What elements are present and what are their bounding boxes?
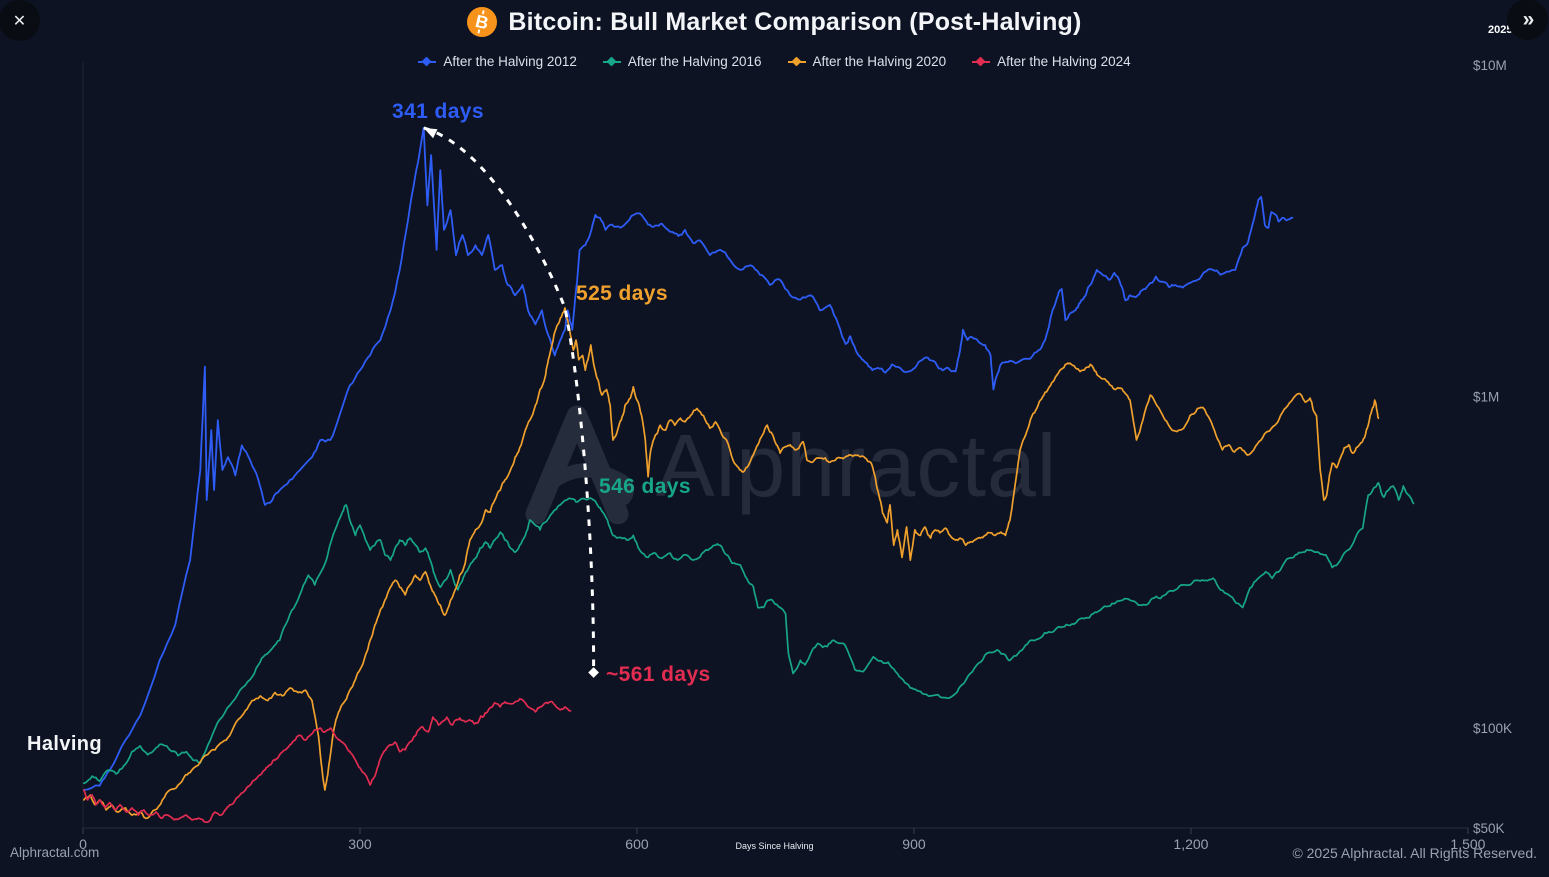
x-axis-title: Days Since Halving (735, 841, 814, 851)
svg-text:900: 900 (902, 836, 926, 852)
close-icon: ✕ (12, 12, 27, 30)
legend-label: After the Halving 2012 (443, 54, 577, 69)
svg-text:$1M: $1M (1473, 390, 1499, 405)
next-button[interactable]: » (1507, 0, 1548, 40)
svg-text:$50K: $50K (1473, 821, 1505, 836)
svg-text:0: 0 (79, 836, 87, 852)
legend-item-2016[interactable]: After the Halving 2016 (602, 54, 762, 69)
date-badge: 2025 (1488, 24, 1513, 36)
close-button[interactable]: ✕ (0, 0, 40, 41)
legend-label: After the Halving 2016 (627, 54, 762, 69)
series-marker-icon (972, 57, 991, 67)
svg-text:B: B (474, 11, 491, 33)
annotation-341-days: 341 days (392, 100, 484, 123)
annotation-546-days: 546 days (599, 475, 691, 498)
legend-item-2012[interactable]: After the Halving 2012 (418, 54, 577, 69)
svg-text:$10M: $10M (1473, 58, 1507, 73)
legend-item-2020[interactable]: After the Halving 2020 (787, 54, 947, 69)
series-marker-icon (602, 57, 621, 67)
bitcoin-icon: B (467, 7, 498, 37)
footer-copyright: © 2025 Alphractal. All Rights Reserved. (1292, 845, 1537, 861)
header: B Bitcoin: Bull Market Comparison (Post-… (0, 7, 1549, 37)
footer-site: Alphractal.com (10, 845, 100, 860)
svg-text:300: 300 (348, 836, 372, 852)
page-title: Bitcoin: Bull Market Comparison (Post-Ha… (508, 7, 1082, 36)
svg-text:1,200: 1,200 (1173, 836, 1208, 852)
svg-text:1,500: 1,500 (1450, 836, 1485, 852)
annotation-561-days: ~561 days (606, 663, 711, 686)
halving-annotation: Halving (27, 733, 103, 755)
series-marker-icon (787, 57, 806, 67)
legend: After the Halving 2012 After the Halving… (0, 54, 1549, 69)
annotation-525-days: 525 days (576, 282, 668, 305)
svg-text:$100K: $100K (1473, 721, 1512, 736)
series-marker-icon (418, 57, 437, 67)
chevron-double-right-icon: » (1522, 7, 1535, 31)
legend-label: After the Halving 2024 (997, 54, 1131, 69)
legend-item-2024[interactable]: After the Halving 2024 (972, 54, 1131, 69)
svg-text:600: 600 (625, 836, 649, 852)
legend-label: After the Halving 2020 (812, 54, 947, 69)
